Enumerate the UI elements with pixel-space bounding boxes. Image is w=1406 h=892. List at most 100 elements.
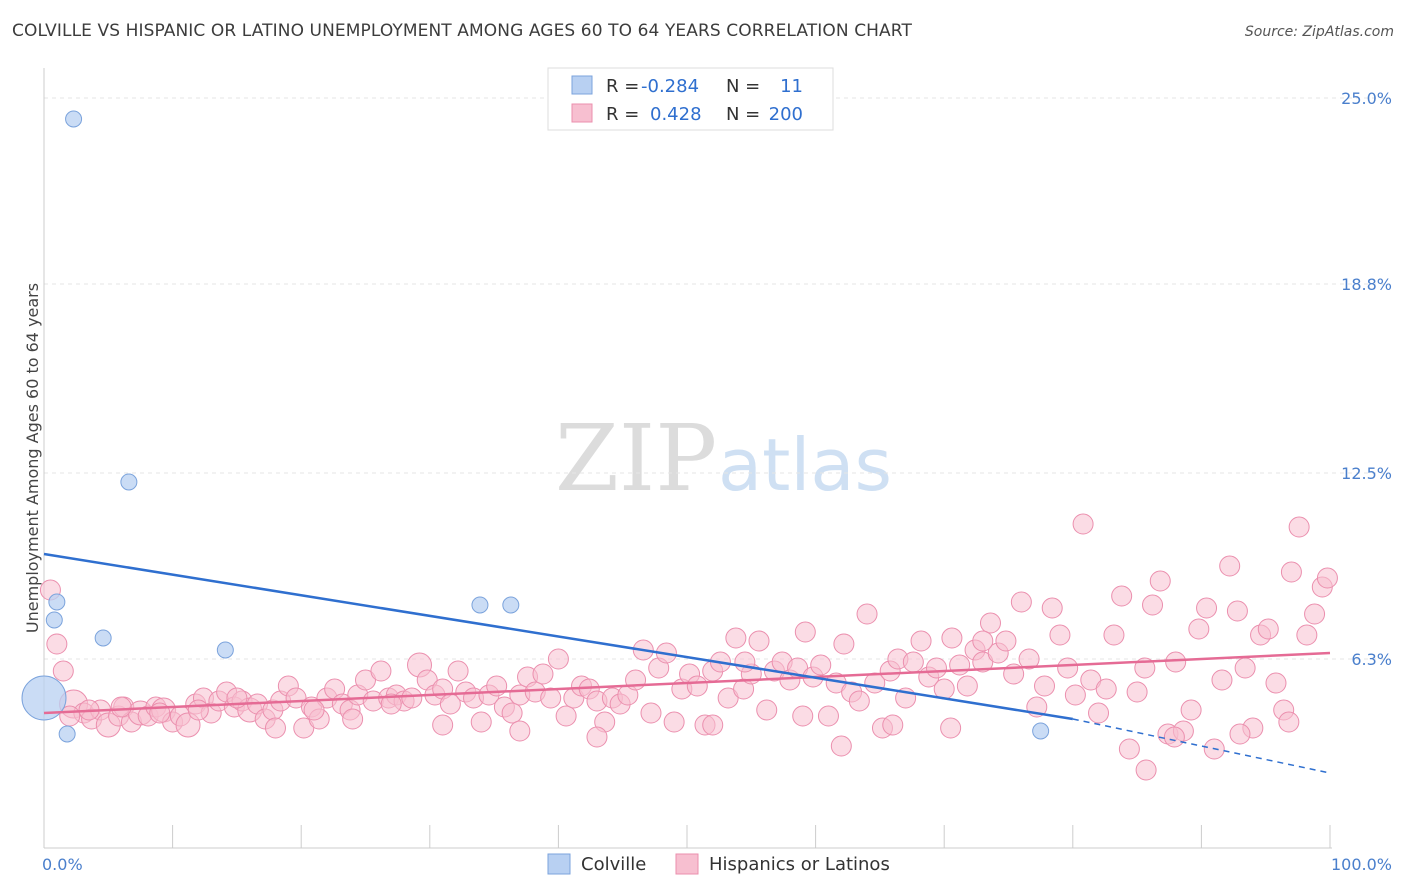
hispanics-point-186 <box>734 651 756 673</box>
hispanics-point-130 <box>1049 624 1071 646</box>
hispanics-point-97 <box>794 621 816 643</box>
legend-swatch-colville <box>571 75 593 95</box>
hispanics-point-165 <box>1316 567 1338 589</box>
hispanics-point-151 <box>1211 669 1233 691</box>
bottom-legend-hispanics: Hispanics or Latinos <box>709 854 890 875</box>
hispanics-point-160 <box>1280 561 1302 583</box>
watermark-atlas: atlas <box>718 423 892 507</box>
hispanics-point-111 <box>902 651 924 673</box>
x-tick-label-1: 100.0% <box>1331 855 1392 874</box>
bottom-legend: Colville Hispanics or Latinos <box>547 853 890 875</box>
colville-point-6 <box>216 641 234 659</box>
hispanics-point-149 <box>1196 597 1218 619</box>
hispanics-point-32 <box>293 717 315 739</box>
hispanics-point-135 <box>1088 702 1110 724</box>
hispanics-point-176 <box>380 693 402 715</box>
hispanics-point-175 <box>432 714 454 736</box>
hispanics-point-105 <box>856 603 878 625</box>
bottom-legend-colville: Colville <box>581 854 646 875</box>
watermark: ZIP atlas <box>555 405 892 512</box>
bottom-legend-swatch-hispanics <box>675 853 699 875</box>
legend-r-value-2: 0.428 <box>650 104 702 125</box>
hispanics-point-31 <box>285 687 307 709</box>
hispanics-point-100 <box>817 705 839 727</box>
colville-point-10 <box>1032 722 1050 740</box>
hispanics-point-166 <box>1135 759 1157 781</box>
hispanics-point-163 <box>1304 603 1326 625</box>
hispanics-point-187 <box>830 735 852 757</box>
hispanics-point-182 <box>149 702 171 724</box>
hispanics-point-169 <box>1229 723 1251 745</box>
legend-n-value-1: 11 <box>780 76 803 97</box>
hispanics-point-104 <box>848 690 870 712</box>
y-tick-label-1: 12.5% <box>1341 464 1392 483</box>
hispanics-point-158 <box>1265 672 1287 694</box>
hispanics-point-88 <box>725 627 747 649</box>
hispanics-point-59 <box>501 702 523 724</box>
chart-title: COLVILLE VS HISPANIC OR LATINO UNEMPLOYM… <box>12 21 912 41</box>
hispanics-point-118 <box>956 675 978 697</box>
hispanics-point-147 <box>1180 699 1202 721</box>
hispanics-point-174 <box>509 720 531 742</box>
series-hispanics-points <box>39 513 1338 781</box>
hispanics-point-142 <box>1142 594 1164 616</box>
hispanics-point-116 <box>941 627 963 649</box>
x-tick-label-0: 0.0% <box>42 855 83 874</box>
hispanics-point-112 <box>910 630 932 652</box>
legend-n-label-2: N = <box>726 104 760 125</box>
watermark-zip: ZIP <box>555 405 717 512</box>
colville-point-9 <box>58 725 76 743</box>
hispanics-point-173 <box>586 726 608 748</box>
colville-point-1 <box>65 110 83 128</box>
colville-point-3 <box>45 611 63 629</box>
colville-point-0 <box>21 675 67 721</box>
hispanics-point-179 <box>264 717 286 739</box>
hispanics-point-183 <box>110 696 132 718</box>
hispanics-point-91 <box>748 630 770 652</box>
trend-lines <box>43 552 1331 774</box>
hispanics-point-172 <box>702 714 724 736</box>
hispanics-point-102 <box>833 633 855 655</box>
hispanics-point-66 <box>555 705 577 727</box>
hispanics-point-120 <box>972 651 994 673</box>
hispanics-point-64 <box>540 687 562 709</box>
hispanics-point-134 <box>1080 669 1102 691</box>
hispanics-point-162 <box>1296 624 1318 646</box>
legend-n-label-1: N = <box>726 76 760 97</box>
hispanics-point-80 <box>663 711 685 733</box>
colville-point-5 <box>120 473 138 491</box>
hispanics-point-1 <box>46 633 68 655</box>
colville-trend-line <box>43 552 1073 721</box>
hispanics-point-161 <box>1288 516 1310 538</box>
hispanics-point-152 <box>1219 555 1241 577</box>
colville-point-8 <box>502 596 520 614</box>
hispanics-point-2 <box>52 660 74 682</box>
hispanics-point-52 <box>447 660 469 682</box>
hispanics-point-77 <box>640 702 662 724</box>
hispanics-point-128 <box>1034 675 1056 697</box>
hispanics-point-132 <box>1064 684 1086 706</box>
hispanics-point-114 <box>925 657 947 679</box>
hispanics-point-92 <box>756 699 778 721</box>
hispanics-point-40 <box>355 669 376 691</box>
hispanics-point-133 <box>1072 513 1094 535</box>
hispanics-point-148 <box>1188 618 1210 640</box>
hispanics-point-168 <box>1278 711 1300 733</box>
hispanics-point-126 <box>1018 648 1040 670</box>
hispanics-point-131 <box>1057 657 1079 679</box>
colville-point-4 <box>94 629 112 647</box>
y-tick-label-2: 18.8% <box>1341 275 1392 294</box>
hispanics-point-125 <box>1010 591 1032 613</box>
hispanics-point-121 <box>979 612 1001 634</box>
colville-point-2 <box>48 593 66 611</box>
hispanics-point-143 <box>1149 570 1171 592</box>
hispanics-point-178 <box>303 699 325 721</box>
hispanics-point-189 <box>972 630 994 652</box>
hispanics-point-75 <box>625 669 647 691</box>
hispanics-point-140 <box>1126 681 1148 703</box>
hispanics-point-42 <box>370 660 392 682</box>
hispanics-point-167 <box>1163 726 1185 748</box>
y-tick-label-3: 25.0% <box>1341 89 1392 108</box>
hispanics-point-145 <box>1165 651 1187 673</box>
